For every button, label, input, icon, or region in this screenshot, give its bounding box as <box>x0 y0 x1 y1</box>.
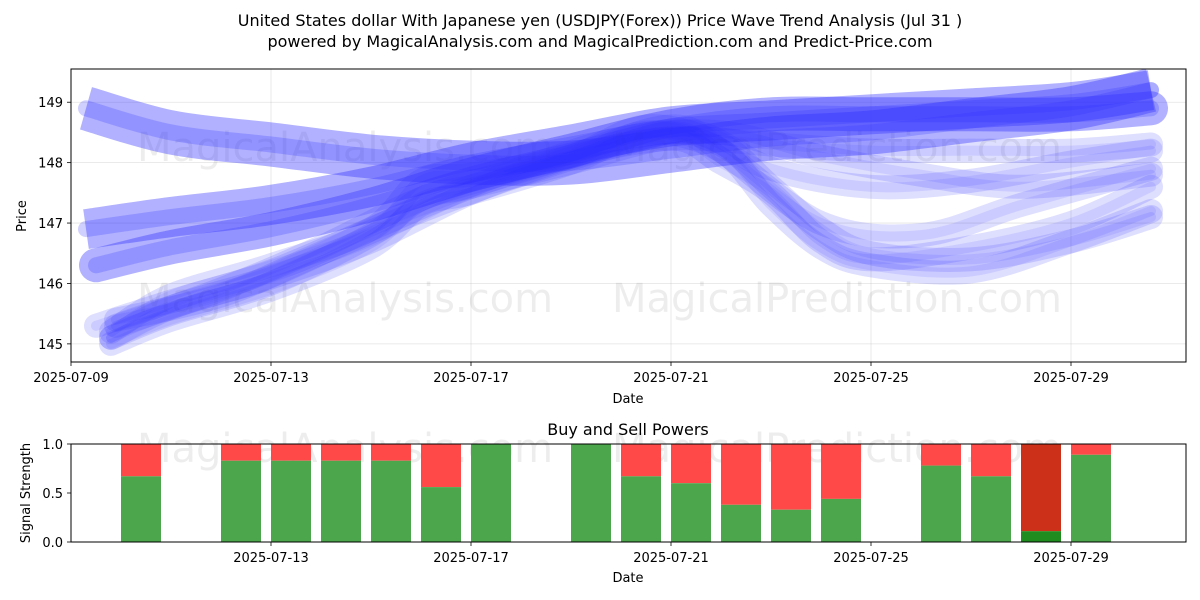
price-wave-core <box>111 126 1156 331</box>
price-plot-frame <box>70 68 1187 363</box>
price-waves <box>78 69 1168 356</box>
price-wave-core <box>106 133 1156 343</box>
sell-power-bar <box>821 444 861 499</box>
sell-power-bar <box>421 444 461 488</box>
buy-power-bar <box>121 476 161 542</box>
sell-power-bar <box>121 444 161 477</box>
sell-power-bar <box>921 444 961 466</box>
buy-power-bar <box>921 465 961 542</box>
buy-power-bar <box>221 460 261 542</box>
price-x-ticks: 2025-07-09 2025-07-13 2025-07-17 2025-07-21… <box>33 362 1109 386</box>
watermark-text: MagicalAnalysis.com <box>137 125 553 171</box>
powers-bars <box>121 444 1111 542</box>
price-wave-band <box>83 70 1155 249</box>
price-wave-core <box>78 82 1159 238</box>
x-tick-label: 2025-07-13 <box>233 551 309 566</box>
buy-power-bar <box>621 476 661 542</box>
price-wave-core <box>106 121 1156 337</box>
sell-power-bar <box>321 444 361 461</box>
price-wave-band <box>79 91 1168 283</box>
x-tick-label: 2025-07-25 <box>833 371 909 386</box>
price-wave-band <box>104 119 1163 332</box>
price-y-ticks: 145 146 147 148 149 <box>38 96 71 353</box>
y-tick-label: 149 <box>38 96 63 111</box>
price-y-axis-label: Price <box>15 200 30 232</box>
sell-power-bar <box>371 444 411 461</box>
buy-power-bar <box>821 498 861 542</box>
price-wave-core <box>88 100 1159 274</box>
price-wave-band <box>99 126 1163 350</box>
buy-power-bar <box>1021 531 1061 542</box>
y-tick-label: 148 <box>38 157 63 172</box>
watermark-text: MagicalPrediction.com <box>612 276 1062 322</box>
x-tick-label: 2025-07-29 <box>1033 551 1109 566</box>
x-tick-label: 2025-07-17 <box>433 371 509 386</box>
sell-power-bar <box>1071 444 1111 455</box>
buy-power-bar <box>321 460 361 542</box>
sell-power-bar <box>271 444 311 461</box>
buy-power-bar <box>771 509 811 542</box>
watermark-text: MagicalAnalysis.com <box>137 276 553 322</box>
buy-power-bar <box>271 460 311 542</box>
price-wave-core <box>91 133 1156 331</box>
x-tick-label: 2025-07-17 <box>433 551 509 566</box>
sell-power-bar <box>1021 444 1061 532</box>
buy-power-bar <box>671 483 711 542</box>
powers-x-axis-label: Date <box>612 571 643 586</box>
buy-power-bar <box>971 476 1011 542</box>
y-tick-label: 147 <box>38 217 63 232</box>
y-tick-label: 0.5 <box>42 487 63 502</box>
sell-power-bar <box>671 444 711 484</box>
price-wave-band <box>104 119 1163 338</box>
sell-power-bar <box>721 444 761 505</box>
price-x-axis-label: Date <box>612 392 643 407</box>
x-tick-label: 2025-07-13 <box>233 371 309 386</box>
x-tick-label: 2025-07-09 <box>33 371 109 386</box>
x-tick-label: 2025-07-29 <box>1033 371 1109 386</box>
price-wave-band <box>99 114 1163 344</box>
x-tick-label: 2025-07-21 <box>633 371 709 386</box>
price-wave-band <box>79 69 1157 186</box>
price-wave-band <box>99 114 1163 350</box>
sell-power-bar <box>621 444 661 477</box>
sell-power-bar <box>771 444 811 510</box>
buy-power-bar <box>721 504 761 542</box>
x-tick-label: 2025-07-25 <box>833 551 909 566</box>
x-tick-label: 2025-07-21 <box>633 551 709 566</box>
watermark-text: MagicalPrediction.com <box>612 125 1062 171</box>
y-tick-label: 0.0 <box>42 536 63 551</box>
price-wave-band <box>99 120 1163 356</box>
powers-y-axis-label: Signal Strength <box>19 443 34 543</box>
sell-power-bar <box>971 444 1011 477</box>
chart-title: United States dollar With Japanese yen (… <box>238 11 962 30</box>
powers-title: Buy and Sell Powers <box>547 420 709 439</box>
y-tick-label: 146 <box>38 277 63 292</box>
watermark-layer: MagicalAnalysis.com MagicalPrediction.co… <box>137 125 1062 322</box>
price-wave-core <box>78 82 1159 172</box>
price-grid <box>70 69 1186 362</box>
buy-power-bar <box>421 487 461 542</box>
buy-power-bar <box>471 444 511 542</box>
buy-power-bar <box>571 444 611 542</box>
price-wave-core <box>106 127 1156 349</box>
y-tick-label: 1.0 <box>42 438 63 453</box>
y-tick-label: 145 <box>38 338 63 353</box>
buy-power-bar <box>371 460 411 542</box>
powers-x-ticks: 2025-07-13 2025-07-17 2025-07-21 2025-07-25… <box>233 542 1109 566</box>
price-wave-band <box>84 126 1163 338</box>
buy-power-bar <box>1071 454 1111 542</box>
price-wave-core <box>106 121 1156 343</box>
price-wave-core <box>111 126 1156 325</box>
chart-subtitle: powered by MagicalAnalysis.com and Magic… <box>267 32 932 51</box>
sell-power-bar <box>221 444 261 461</box>
powers-y-ticks: 0.0 0.5 1.0 <box>42 438 71 551</box>
